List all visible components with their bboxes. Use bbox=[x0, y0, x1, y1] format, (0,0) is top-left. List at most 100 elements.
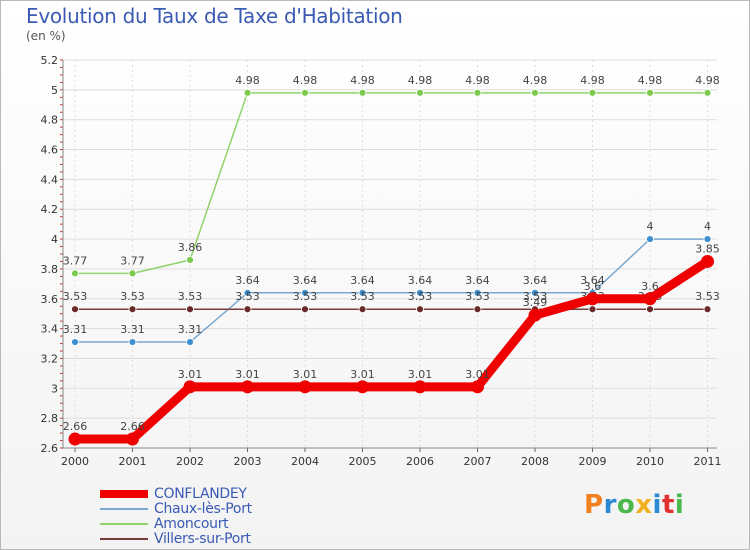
data-label-chaux-l-s-port: 4 bbox=[647, 220, 654, 233]
data-label-chaux-l-s-port: 4 bbox=[704, 220, 711, 233]
data-point-conflandey bbox=[126, 432, 139, 446]
data-point-amoncourt bbox=[128, 269, 137, 278]
data-point-chaux-l-s-port bbox=[531, 288, 539, 297]
data-label-amoncourt: 4.98 bbox=[638, 74, 663, 87]
y-tick-label: 4.8 bbox=[41, 114, 59, 127]
data-point-chaux-l-s-port bbox=[128, 338, 137, 346]
data-point-conflandey bbox=[643, 292, 657, 306]
x-tick-label: 2006 bbox=[406, 455, 434, 468]
data-label-villers-sur-port: 3.53 bbox=[293, 290, 318, 303]
y-tick-label: 4.2 bbox=[41, 203, 59, 216]
data-label-chaux-l-s-port: 3.64 bbox=[465, 274, 490, 287]
logo-letter: i bbox=[674, 490, 685, 520]
data-point-conflandey bbox=[68, 432, 82, 446]
legend-swatch-amoncourt bbox=[100, 522, 148, 525]
data-label-chaux-l-s-port: 3.64 bbox=[523, 274, 548, 287]
data-label-amoncourt: 4.98 bbox=[408, 74, 433, 87]
series-line-amoncourt bbox=[75, 92, 708, 275]
y-tick-label: 3.8 bbox=[41, 263, 59, 276]
legend-label-chaux-les-port: Chaux-lès-Port bbox=[154, 500, 252, 517]
data-label-conflandey: 3.01 bbox=[408, 368, 433, 381]
y-tick-label: 5.2 bbox=[41, 54, 59, 67]
data-label-conflandey: 3.01 bbox=[350, 368, 375, 381]
x-tick-label: 2011 bbox=[694, 455, 722, 468]
data-point-chaux-l-s-port bbox=[646, 235, 654, 243]
data-point-conflandey bbox=[528, 308, 542, 322]
data-label-chaux-l-s-port: 3.64 bbox=[293, 274, 318, 287]
data-label-chaux-l-s-port: 3.64 bbox=[580, 274, 605, 287]
data-label-amoncourt: 3.86 bbox=[178, 241, 203, 254]
y-tick-label: 3 bbox=[51, 382, 58, 395]
data-label-villers-sur-port: 3.53 bbox=[63, 290, 88, 303]
data-label-conflandey: 3.6 bbox=[584, 280, 602, 293]
data-label-villers-sur-port: 3.53 bbox=[695, 290, 720, 303]
data-label-amoncourt: 4.98 bbox=[350, 74, 375, 87]
data-label-conflandey: 3.49 bbox=[523, 296, 548, 309]
data-label-conflandey: 3.01 bbox=[293, 368, 318, 381]
y-tick-label: 3.2 bbox=[41, 352, 59, 365]
data-point-amoncourt bbox=[703, 88, 712, 97]
data-label-conflandey: 2.66 bbox=[63, 420, 88, 433]
data-label-villers-sur-port: 3.53 bbox=[523, 290, 548, 303]
data-point-villers-sur-port bbox=[71, 305, 79, 314]
data-point-villers-sur-port bbox=[358, 305, 367, 314]
x-tick-label: 2008 bbox=[521, 455, 549, 468]
data-label-amoncourt: 4.98 bbox=[580, 74, 605, 87]
data-label-villers-sur-port: 3.53 bbox=[178, 290, 203, 303]
logo-letter: i bbox=[652, 490, 662, 520]
legend-swatch-chaux-les-port bbox=[100, 507, 148, 510]
data-point-villers-sur-port bbox=[703, 305, 712, 314]
legend: CONFLANDEY Chaux-lès-Port Amoncourt Vill… bbox=[100, 486, 252, 547]
data-point-amoncourt bbox=[358, 88, 367, 97]
data-label-villers-sur-port: 3.53 bbox=[465, 290, 490, 303]
data-point-chaux-l-s-port bbox=[71, 338, 79, 346]
legend-item-conflandey: CONFLANDEY bbox=[100, 486, 252, 502]
data-label-amoncourt: 4.98 bbox=[465, 74, 490, 87]
x-tick-label: 2002 bbox=[176, 455, 204, 468]
data-point-conflandey bbox=[413, 380, 427, 394]
data-point-conflandey bbox=[298, 380, 312, 394]
data-label-chaux-l-s-port: 3.64 bbox=[235, 274, 260, 287]
data-label-conflandey: 3.85 bbox=[695, 242, 720, 255]
series-line-conflandey bbox=[75, 257, 710, 444]
chart-title: Evolution du Taux de Taxe d'Habitation bbox=[26, 4, 403, 28]
x-tick-label: 2003 bbox=[234, 455, 262, 468]
series-line-chaux-l-s-port bbox=[75, 238, 708, 343]
data-label-conflandey: 2.66 bbox=[120, 420, 145, 433]
logo-letter: x bbox=[635, 490, 653, 520]
data-label-chaux-l-s-port: 3.31 bbox=[63, 323, 88, 336]
data-point-villers-sur-port bbox=[646, 305, 654, 314]
y-tick-label: 4 bbox=[51, 233, 58, 246]
x-tick-label: 2010 bbox=[636, 455, 664, 468]
x-tick-label: 2004 bbox=[291, 455, 319, 468]
data-label-villers-sur-port: 3.53 bbox=[408, 290, 433, 303]
data-label-amoncourt: 3.77 bbox=[120, 254, 145, 267]
data-point-amoncourt bbox=[416, 88, 424, 97]
data-point-conflandey bbox=[183, 380, 197, 394]
x-tick-label: 2005 bbox=[349, 455, 377, 468]
data-point-villers-sur-port bbox=[128, 305, 137, 314]
data-label-villers-sur-port: 3.53 bbox=[350, 290, 375, 303]
y-tick-label: 4.4 bbox=[41, 173, 59, 186]
data-point-conflandey bbox=[701, 254, 714, 268]
x-tick-label: 2009 bbox=[579, 455, 607, 468]
data-label-amoncourt: 4.98 bbox=[695, 74, 720, 87]
data-label-conflandey: 3.01 bbox=[178, 368, 203, 381]
data-label-chaux-l-s-port: 3.31 bbox=[178, 323, 203, 336]
data-point-villers-sur-port bbox=[243, 305, 252, 314]
data-point-villers-sur-port bbox=[473, 305, 482, 314]
data-label-conflandey: 3.01 bbox=[465, 368, 490, 381]
data-point-villers-sur-port bbox=[301, 305, 309, 314]
data-label-villers-sur-port: 3.53 bbox=[235, 290, 260, 303]
x-tick-label: 2007 bbox=[464, 455, 492, 468]
y-tick-label: 5 bbox=[51, 84, 58, 97]
data-point-villers-sur-port bbox=[186, 305, 194, 314]
data-point-amoncourt bbox=[531, 88, 539, 97]
data-label-amoncourt: 3.77 bbox=[63, 254, 88, 267]
data-point-amoncourt bbox=[186, 256, 194, 264]
data-point-amoncourt bbox=[243, 88, 252, 97]
logo-letter: t bbox=[661, 490, 675, 520]
y-tick-label: 2.6 bbox=[41, 442, 59, 455]
